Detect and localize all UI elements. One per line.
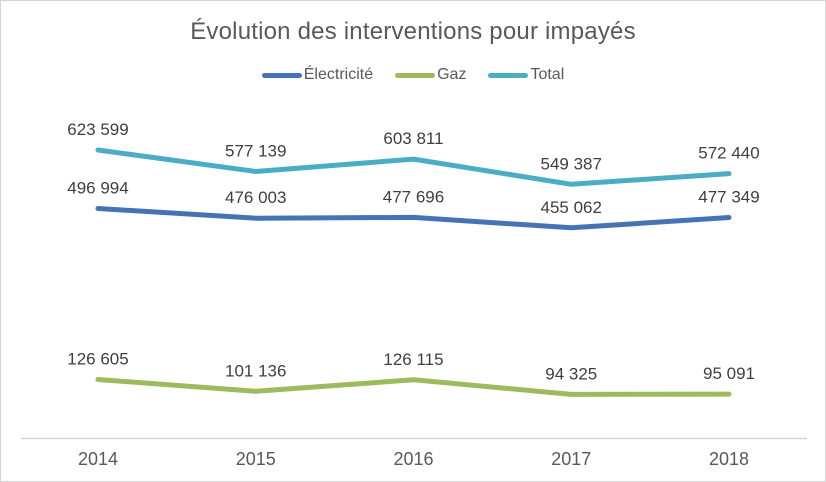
data-label-electricite-2015: 476 003 [225,188,286,207]
data-label-electricite-2017: 455 062 [541,198,602,217]
series-line-total [95,147,732,187]
x-axis-label-2016: 2016 [393,449,433,469]
data-label-gaz-2017: 94 325 [545,364,597,383]
data-label-total-2015: 577 139 [225,141,286,160]
legend-swatch-electricite [261,72,302,78]
legend-item-total: Total [488,66,564,84]
legend: Électricité Gaz Total [1,66,825,84]
x-axis-label-2015: 2015 [236,449,276,469]
data-label-gaz-2016: 126 115 [383,350,443,369]
legend-label-total: Total [530,66,565,83]
series-line-gaz [95,377,732,397]
legend-item-gaz: Gaz [395,66,466,84]
data-label-gaz-2014: 126 605 [67,350,128,369]
data-label-total-2018: 572 440 [698,144,759,163]
data-label-gaz-2015: 101 136 [225,361,286,380]
legend-label-gaz: Gaz [437,66,467,83]
data-label-electricite-2016: 477 696 [383,187,444,206]
data-label-total-2017: 549 387 [541,154,602,173]
legend-swatch-total [488,72,529,78]
x-axis-label-2014: 2014 [78,449,118,469]
data-label-total-2014: 623 599 [67,120,128,139]
series-line-electricite [95,206,732,231]
legend-label-electricite: Électricité [303,66,374,83]
legend-swatch-gaz [395,72,436,78]
data-label-gaz-2018: 95 091 [703,364,755,383]
x-axis-label-2017: 2017 [551,449,591,469]
data-label-electricite-2014: 496 994 [67,178,128,197]
data-label-total-2016: 603 811 [383,129,443,148]
legend-item-electricite: Électricité [261,66,374,84]
data-label-electricite-2018: 477 349 [698,188,759,207]
chart-title: Évolution des interventions pour impayés [190,18,636,45]
x-axis-label-2018: 2018 [709,449,749,469]
